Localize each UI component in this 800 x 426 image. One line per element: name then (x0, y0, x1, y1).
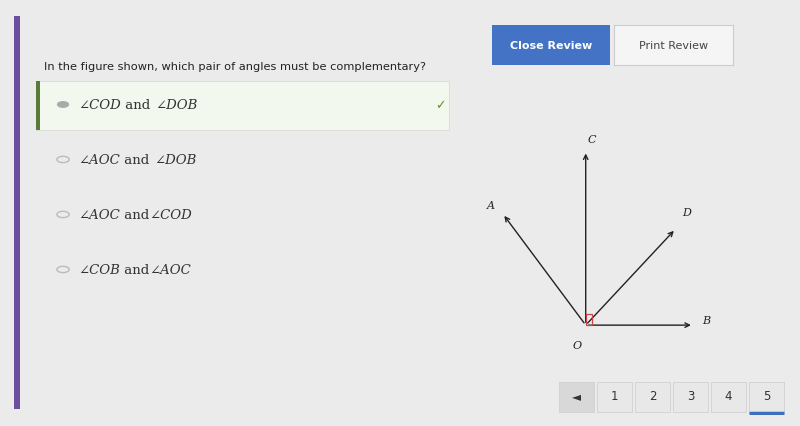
Bar (597, 382, 633, 412)
Text: ∠COD: ∠COD (150, 208, 192, 222)
Bar (558, 382, 594, 412)
Text: 5: 5 (763, 389, 770, 402)
Bar (36, 82, 449, 131)
Text: ∠DOB: ∠DOB (154, 154, 196, 167)
Text: ∠AOC: ∠AOC (78, 154, 120, 167)
Bar (673, 382, 709, 412)
Text: 3: 3 (687, 389, 694, 402)
Text: and: and (122, 99, 154, 112)
Bar (36, 82, 40, 131)
Text: 2: 2 (649, 389, 656, 402)
Text: ∠AOC: ∠AOC (150, 263, 191, 276)
Text: ∠AOC: ∠AOC (78, 208, 120, 222)
Text: In the figure shown, which pair of angles must be complementary?: In the figure shown, which pair of angle… (44, 62, 426, 72)
Text: ∠COD: ∠COD (78, 99, 122, 112)
Text: D: D (682, 207, 691, 218)
Text: 1: 1 (611, 389, 618, 402)
Circle shape (58, 103, 69, 108)
Text: A: A (487, 201, 495, 211)
Text: Print Review: Print Review (639, 41, 708, 51)
Text: 4: 4 (725, 389, 732, 402)
Text: ◄: ◄ (572, 389, 581, 402)
Text: ∠COB: ∠COB (78, 263, 120, 276)
Bar (586, 314, 592, 325)
Text: ∠DOB: ∠DOB (154, 99, 197, 112)
Bar (749, 382, 785, 412)
Bar (710, 382, 746, 412)
Text: Close Review: Close Review (510, 41, 592, 51)
Bar (14, 17, 20, 409)
Text: C: C (588, 135, 596, 145)
Text: and: and (120, 154, 154, 167)
Bar (634, 382, 670, 412)
Text: O: O (573, 340, 582, 350)
Text: and: and (120, 263, 150, 276)
Text: ✓: ✓ (434, 99, 445, 112)
Text: B: B (702, 315, 710, 325)
Text: and: and (120, 208, 150, 222)
